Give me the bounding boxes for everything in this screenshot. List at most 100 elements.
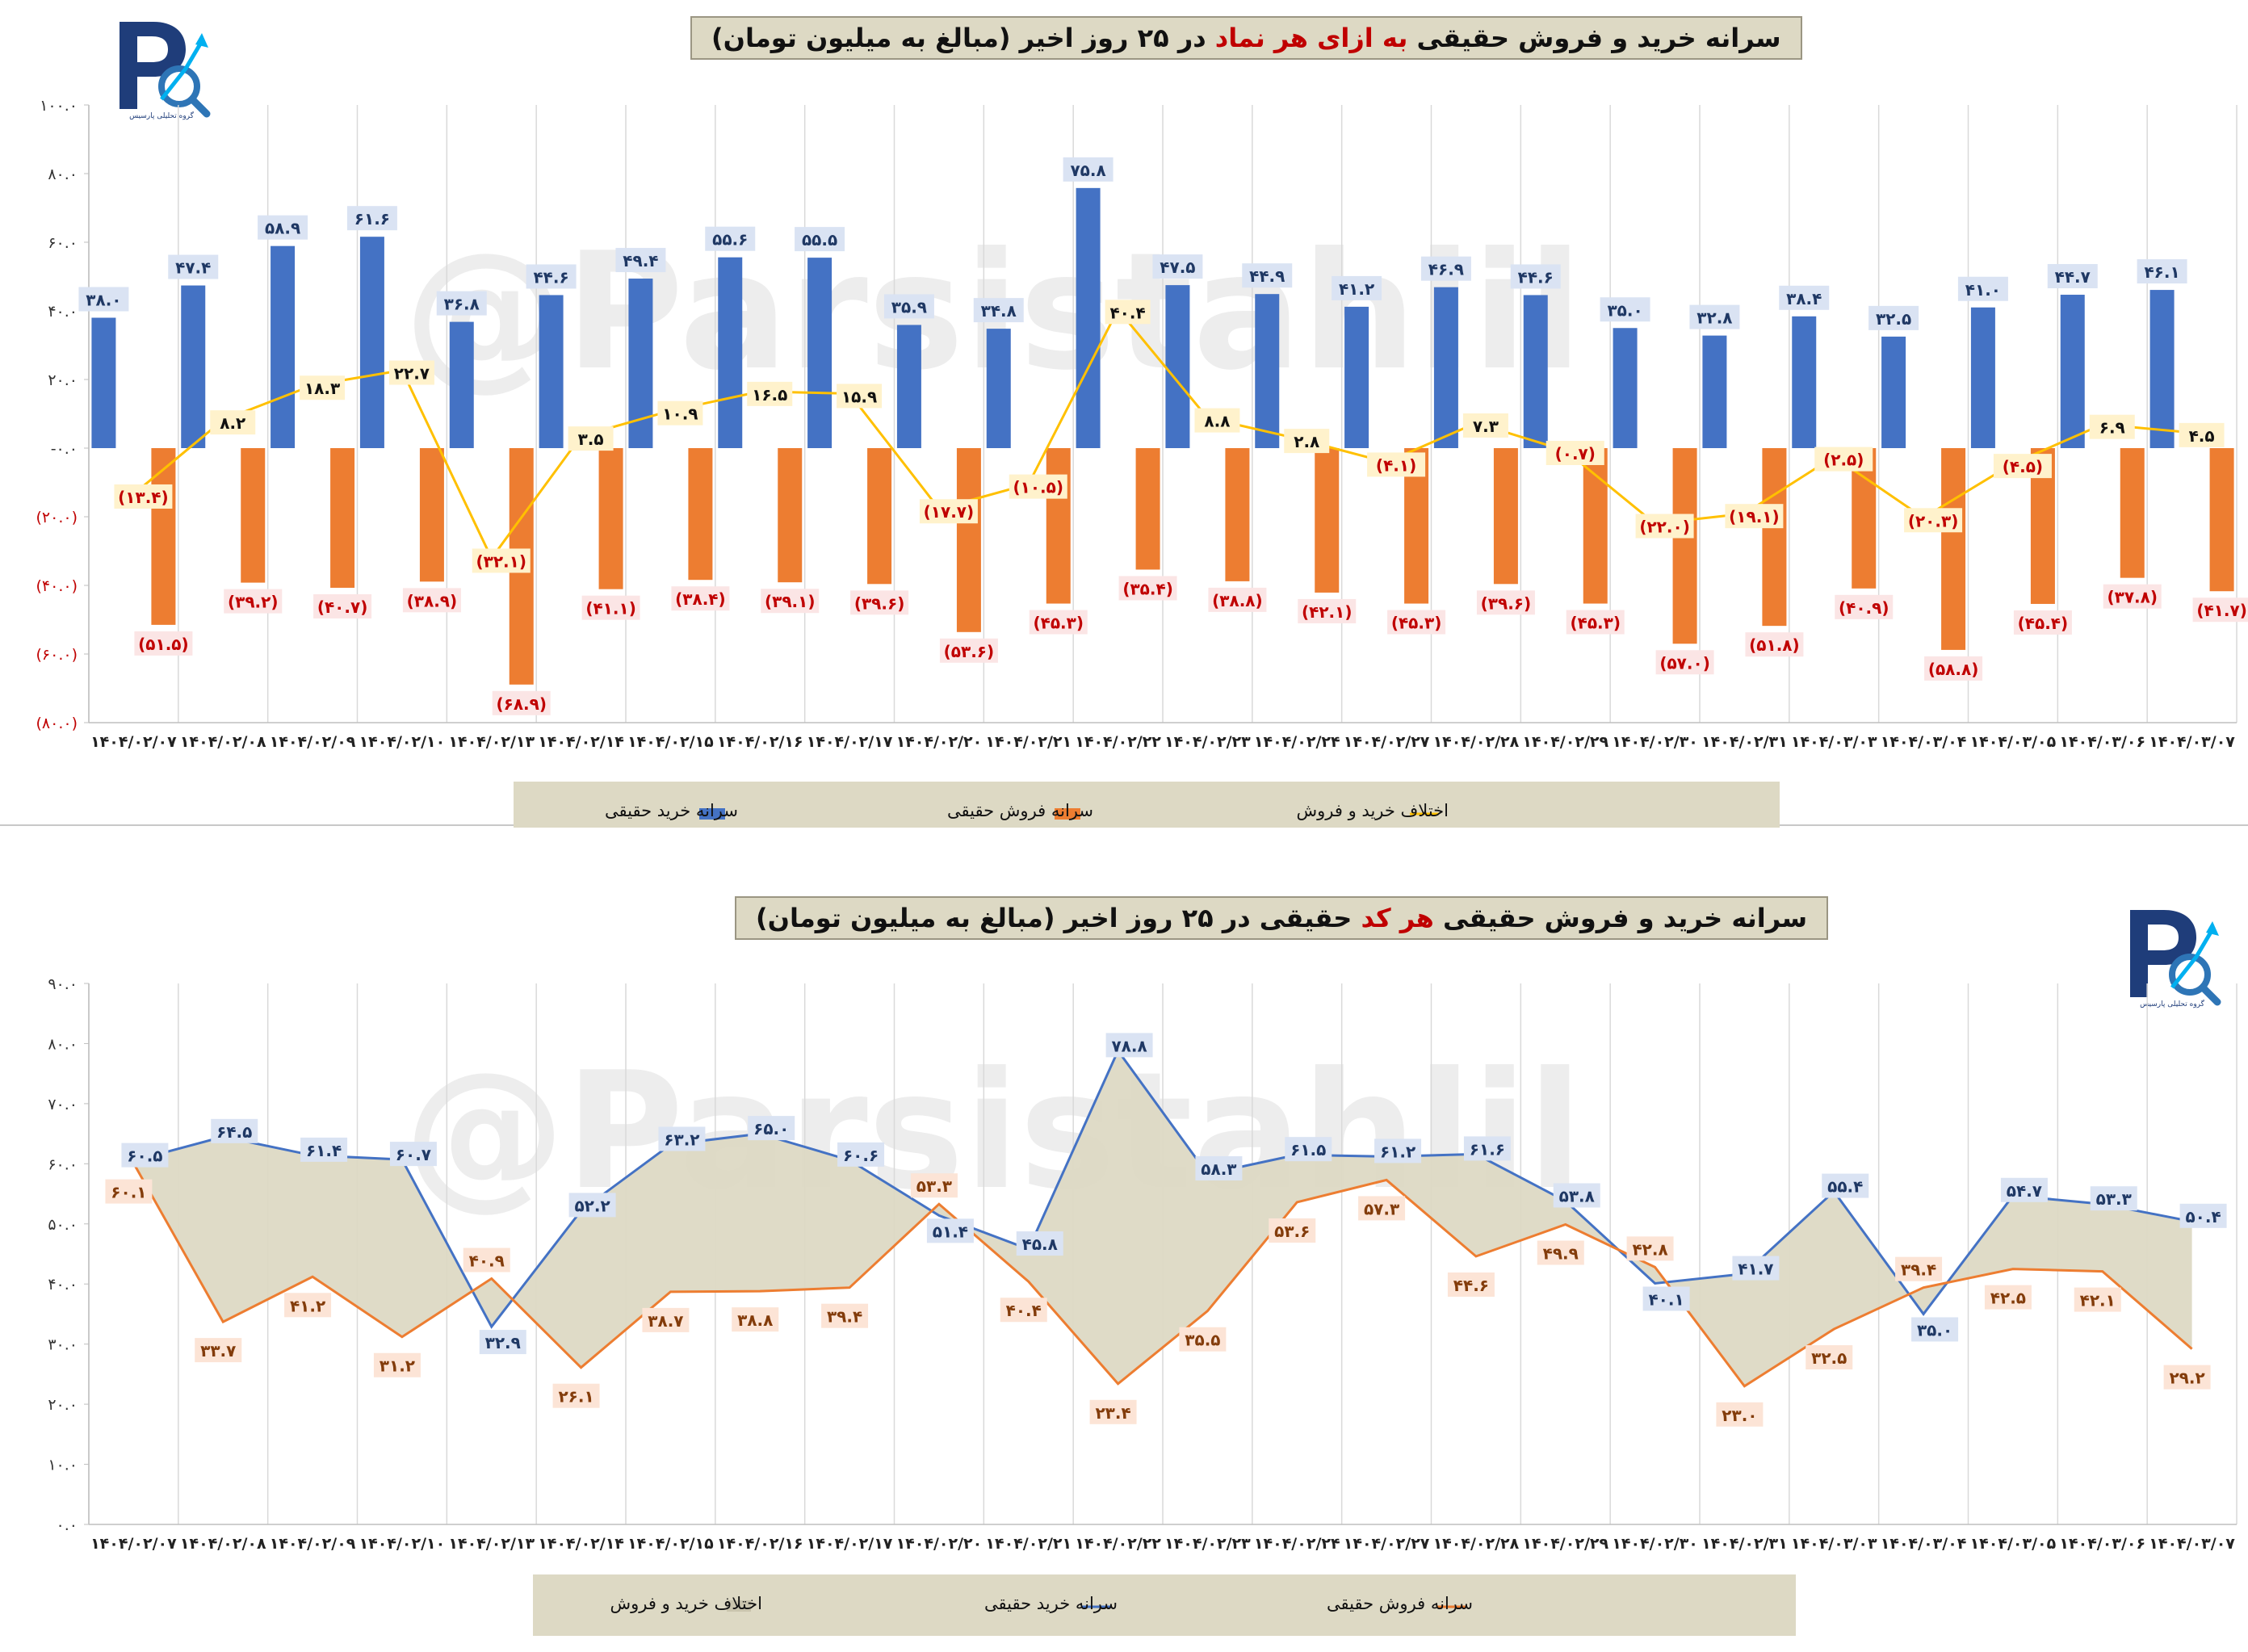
bar-sell [151,448,176,625]
y-tick-label: ۲۰.۰ [48,371,78,389]
bar-buy [807,258,833,448]
label-sell: (۴۲.۱) [1298,598,1357,623]
label-diff-text: ۱۰.۹ [662,405,698,424]
label-buy-box [926,1218,974,1243]
label-diff: (۱۰.۵) [1009,474,1067,499]
label-diff: (۲.۵) [1814,447,1873,472]
label-buy: ۵۸.۹ [258,215,308,240]
label-diff-box [2179,422,2225,447]
bar-sell [1762,448,1787,627]
label-sell: (۵۱.۵) [134,631,193,656]
label-diff: (۲۲.۰) [1635,514,1694,539]
label-buy-text: ۴۵.۸ [1022,1235,1058,1254]
bar-buy [1523,295,1548,448]
label-buy-box [78,287,129,312]
x-tick-label: ۱۴۰۴/۰۲/۱۴ [538,1535,624,1553]
label-sell: ۵۷.۳ [1358,1196,1406,1221]
label-buy-text: ۳۴.۸ [981,301,1017,321]
label-buy: ۴۱.۲ [1332,275,1382,300]
bar-sell [1225,448,1250,581]
label-sell: ۴۰.۹ [463,1247,510,1273]
x-tick-label: ۱۴۰۴/۰۲/۳۱ [1701,1535,1788,1553]
x-tick-label: ۱۴۰۴/۰۲/۲۸ [1433,733,1520,751]
label-buy-box [1553,1183,1600,1208]
label-buy-box [211,1118,258,1143]
label-buy-box [837,1142,885,1167]
label-buy-text: ۶۱.۵ [1290,1140,1326,1159]
label-sell: ۵۳.۶ [1269,1218,1316,1243]
label-diff-text: ۷.۳ [1473,417,1499,436]
label-diff: ۲.۸ [1284,429,1330,454]
x-tick-label: ۱۴۰۴/۰۲/۰۸ [180,1535,266,1553]
label-diff-box [1367,452,1426,477]
label-sell-box [642,1307,690,1332]
y-tick-label: (۲۰.۰) [36,509,78,526]
title-text: سرانه خرید و فروش حقیقی [1407,23,1781,53]
label-diff-text: ۱۸.۳ [304,379,340,398]
label-buy-box [1063,157,1114,182]
label-buy-box [795,227,845,252]
label-buy: ۴۱.۰ [1957,276,2008,301]
label-diff: ۳.۵ [568,426,614,451]
label-sell-text: ۲۶.۱ [558,1387,593,1407]
label-sell-box [195,1338,242,1363]
label-diff-box [919,499,978,524]
label-buy-text: ۴۱.۰ [1965,280,2001,300]
label-sell-box [552,1383,600,1408]
label-sell: ۳۸.۸ [732,1307,779,1332]
label-sell-box [1208,587,1267,612]
label-sell-box [134,631,193,656]
title-text: در ۲۵ روز اخیر (مبالغ به میلیون تومان) [711,23,1215,53]
label-sell-box [1476,590,1535,615]
label-buy-box [1600,297,1650,322]
label-diff-text: ۲.۸ [1294,432,1319,451]
y-tick-label: ۸۰.۰ [48,1035,78,1053]
label-buy: ۳۴.۸ [973,298,1024,323]
label-sell-text: ۲۳.۴ [1095,1403,1130,1423]
label-sell: ۲۶.۱ [552,1383,600,1408]
label-sell-text: (۴۵.۴) [2018,614,2069,633]
label-sell-box [1269,1218,1316,1243]
x-tick-label: ۱۴۰۴/۰۲/۱۵ [627,733,714,751]
x-tick-label: ۱۴۰۴/۰۲/۰۷ [90,1535,177,1553]
label-buy-text: ۴۷.۴ [175,258,211,278]
label-buy-box [1420,256,1471,281]
label-diff-box [747,381,793,406]
label-diff: ۱۰.۹ [657,400,703,426]
label-diff: (۱۹.۱) [1725,504,1784,529]
label-buy-box [1105,1033,1153,1058]
label-diff-box [1105,300,1151,325]
label-sell-text: ۴۱.۲ [290,1296,325,1315]
label-buy: ۳۲.۸ [1689,304,1740,329]
label-diff: (۲۰.۳) [1904,508,1963,533]
label-sell-box [761,589,820,614]
label-sell: (۵۱.۸) [1745,632,1804,657]
label-buy: ۶۳.۲ [658,1126,706,1151]
x-tick-label: ۱۴۰۴/۰۳/۰۴ [1881,1535,1967,1553]
legend-diff: اختلاف خرید و فروش [610,1594,762,1613]
label-buy-box [1332,275,1382,300]
y-tick-label: ۰.۰ [57,1516,78,1534]
label-sell-text: ۳۸.۷ [648,1311,683,1331]
label-buy: ۶۱.۲ [1374,1138,1422,1164]
label-buy-box [2090,1186,2137,1211]
bar-sell [419,448,444,582]
label-sell: ۴۱.۲ [284,1293,332,1318]
x-tick-label: ۱۴۰۴/۰۲/۳۰ [1612,1535,1698,1553]
label-buy-text: ۵۰.۴ [2185,1207,2221,1226]
label-sell-text: (۳۹.۲) [228,593,279,612]
label-buy-text: ۴۴.۶ [533,267,568,287]
label-sell: (۴۵.۳) [1029,610,1088,635]
label-sell-text: ۳۲.۵ [1811,1348,1847,1368]
label-sell: ۵۳.۳ [910,1173,958,1198]
legend-swatch-sell [1055,808,1080,820]
label-diff-box [1194,408,1240,433]
label-sell-text: (۳۹.۶) [1481,593,1532,613]
legend-swatch-buy [699,808,725,820]
label-diff-box [2089,414,2135,439]
y-tick-label: ۶۰.۰ [48,1155,78,1173]
bar-sell [956,448,981,632]
logo-icon: گروه تحلیلی پارسیس [105,12,218,125]
label-diff-text: (۴.۵) [2003,457,2043,476]
bar-buy [359,237,384,448]
